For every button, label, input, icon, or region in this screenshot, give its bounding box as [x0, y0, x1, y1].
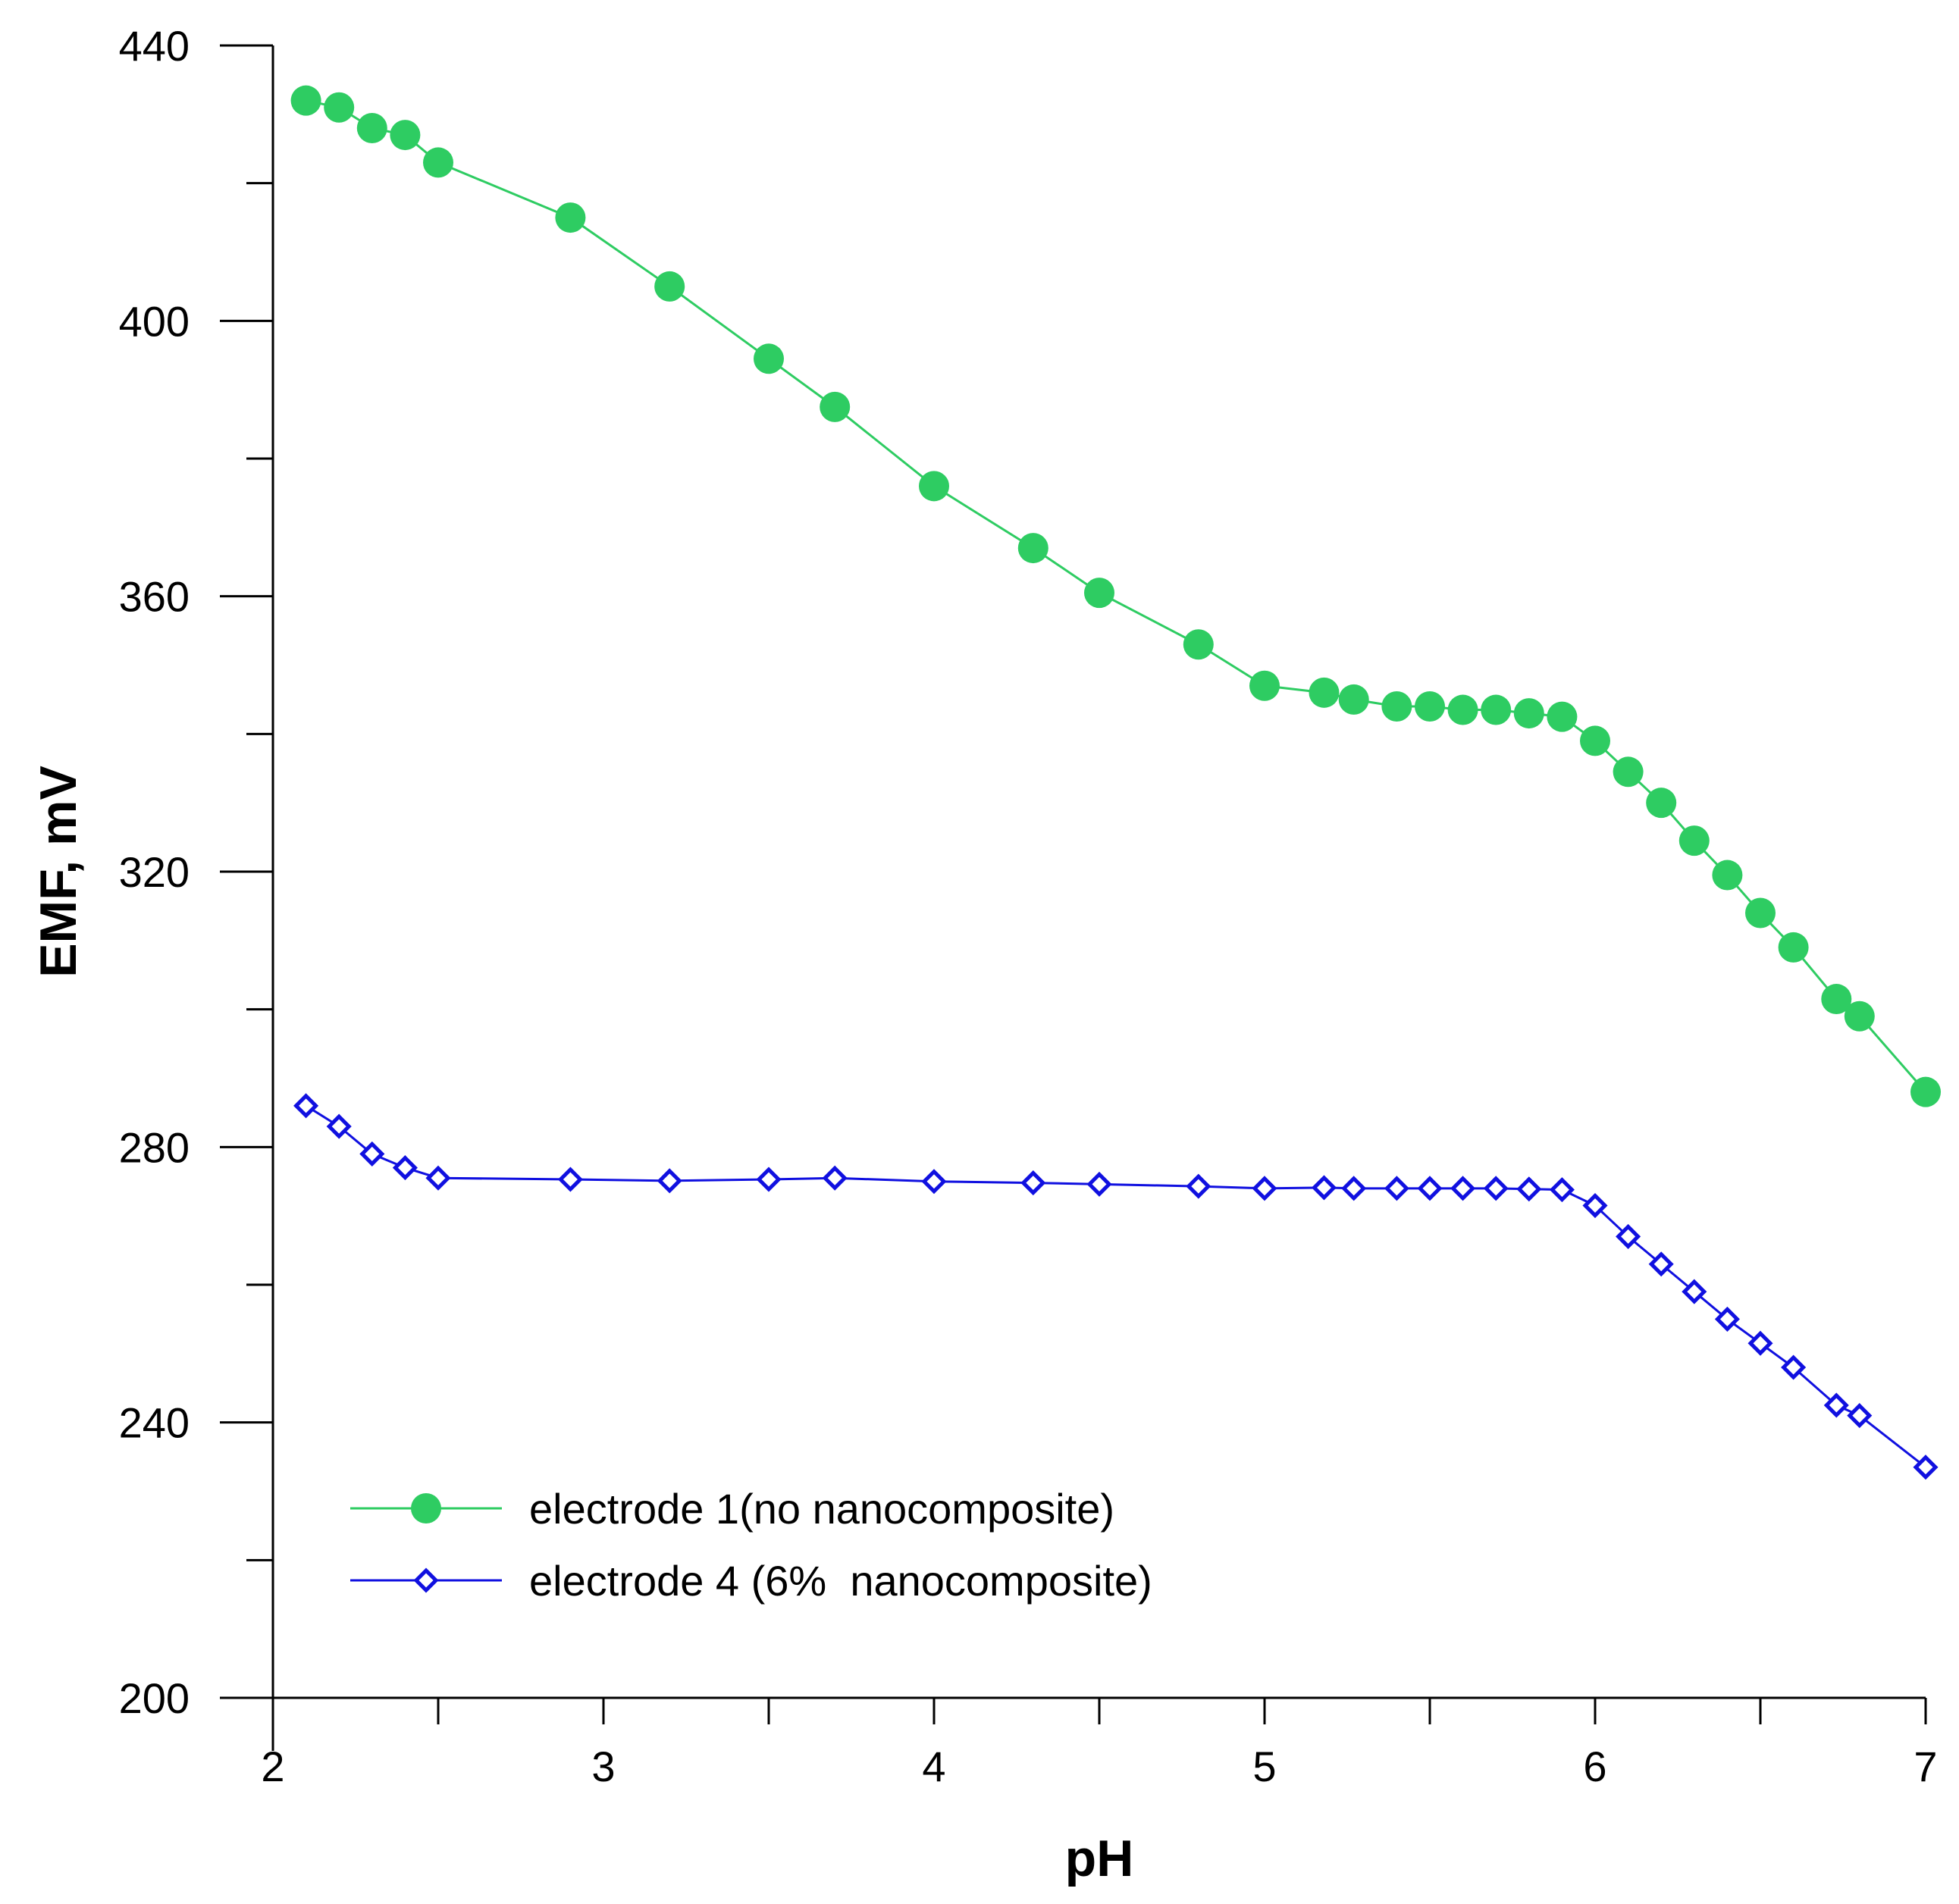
y-tick-label: 240 — [119, 1399, 190, 1447]
data-point — [1582, 1193, 1608, 1219]
data-point — [1823, 1392, 1849, 1418]
data-point — [1415, 691, 1445, 722]
x-tick-label: 6 — [1583, 1743, 1606, 1790]
data-point — [1745, 897, 1776, 929]
legend-label-electrode-4: electrode 4 (6% nanocomposite) — [529, 1557, 1152, 1605]
data-point — [557, 1167, 583, 1192]
data-point — [1017, 533, 1048, 564]
legend-marker-symbol — [413, 1567, 439, 1593]
y-tick-label: 320 — [119, 848, 190, 896]
x-tick-label: 2 — [261, 1743, 284, 1790]
data-point — [1646, 788, 1677, 819]
data-point — [1311, 1175, 1337, 1201]
data-point — [654, 271, 685, 302]
series-electrode-4 — [293, 1093, 1939, 1480]
data-point — [1252, 1176, 1277, 1201]
data-point — [657, 1168, 682, 1194]
data-point — [1547, 701, 1578, 732]
data-point — [1341, 1176, 1367, 1201]
data-point — [1844, 1001, 1875, 1032]
data-point — [1447, 694, 1478, 725]
x-tick-label: 7 — [1914, 1743, 1937, 1790]
legend-item-electrode-4: electrode 4 (6% nanocomposite) — [350, 1557, 1152, 1605]
data-point — [1910, 1076, 1941, 1107]
data-point — [1084, 578, 1114, 609]
data-point — [1183, 629, 1214, 660]
data-point — [1384, 1176, 1409, 1201]
data-point — [1678, 825, 1710, 856]
data-point — [1549, 1177, 1575, 1203]
data-point — [1309, 677, 1340, 708]
x-axis-title: pH — [1065, 1830, 1134, 1887]
legend-marker-electrode-1 — [411, 1493, 441, 1524]
data-point — [1913, 1455, 1939, 1480]
data-point — [1086, 1171, 1112, 1197]
legend-marker-symbol — [411, 1493, 441, 1524]
x-ticks: 2 3 4 5 6 7 — [261, 1698, 1938, 1790]
data-point — [822, 1165, 848, 1191]
data-point — [1450, 1176, 1476, 1201]
data-point — [756, 1167, 782, 1192]
data-point — [1682, 1279, 1707, 1304]
y-tick-label: 200 — [119, 1674, 190, 1722]
data-point — [1481, 694, 1512, 725]
data-point — [1778, 932, 1809, 963]
data-point — [1847, 1403, 1873, 1429]
data-point — [356, 113, 387, 143]
data-point — [820, 391, 851, 422]
data-point — [754, 343, 784, 374]
series-layer — [290, 85, 1941, 1480]
y-tick-label: 400 — [119, 297, 190, 345]
data-point — [1381, 691, 1412, 722]
data-point — [1249, 670, 1280, 701]
data-point — [1516, 1176, 1542, 1202]
data-point — [1781, 1354, 1807, 1380]
data-point — [1648, 1251, 1674, 1277]
data-point — [326, 1113, 352, 1139]
data-point — [1616, 1223, 1641, 1249]
x-tick-label: 4 — [922, 1743, 945, 1790]
data-point — [392, 1155, 418, 1181]
y-tick-label: 360 — [119, 573, 190, 621]
y-tick-label: 280 — [119, 1123, 190, 1171]
y-ticks: 200 240 280 320 360 400 440 — [119, 22, 273, 1722]
data-point — [555, 202, 586, 233]
data-point — [1580, 725, 1610, 756]
data-point — [1020, 1170, 1046, 1196]
data-point — [425, 1165, 451, 1191]
data-point — [1712, 860, 1743, 891]
data-point — [1186, 1173, 1211, 1199]
data-point — [1513, 698, 1544, 729]
data-point — [324, 92, 355, 123]
legend-item-electrode-1: electrode 1(no nanocomposite) — [350, 1485, 1114, 1533]
data-point — [1483, 1176, 1509, 1201]
data-point — [919, 471, 949, 502]
data-point — [290, 85, 321, 116]
y-axis-title: EMF, mV — [30, 766, 87, 978]
data-point — [390, 120, 421, 151]
axes: 2 3 4 5 6 7 200 240 280 320 360 400 440 — [119, 22, 1938, 1790]
data-point — [1613, 756, 1644, 788]
series-electrode-1 — [290, 85, 1941, 1107]
legend-label-electrode-1: electrode 1(no nanocomposite) — [529, 1485, 1114, 1533]
data-point — [1417, 1176, 1443, 1201]
data-point — [1338, 684, 1369, 715]
data-point — [1747, 1330, 1773, 1356]
x-tick-label: 3 — [591, 1743, 615, 1790]
data-point — [423, 147, 453, 178]
y-tick-label: 440 — [119, 22, 190, 70]
data-point — [1821, 984, 1852, 1015]
data-point — [921, 1169, 947, 1195]
data-point — [293, 1093, 319, 1119]
legend-marker-electrode-4 — [413, 1567, 439, 1593]
x-tick-label: 5 — [1252, 1743, 1276, 1790]
data-point — [359, 1141, 385, 1167]
legend: electrode 1(no nanocomposite) electrode … — [350, 1485, 1152, 1605]
data-point — [1714, 1306, 1740, 1332]
